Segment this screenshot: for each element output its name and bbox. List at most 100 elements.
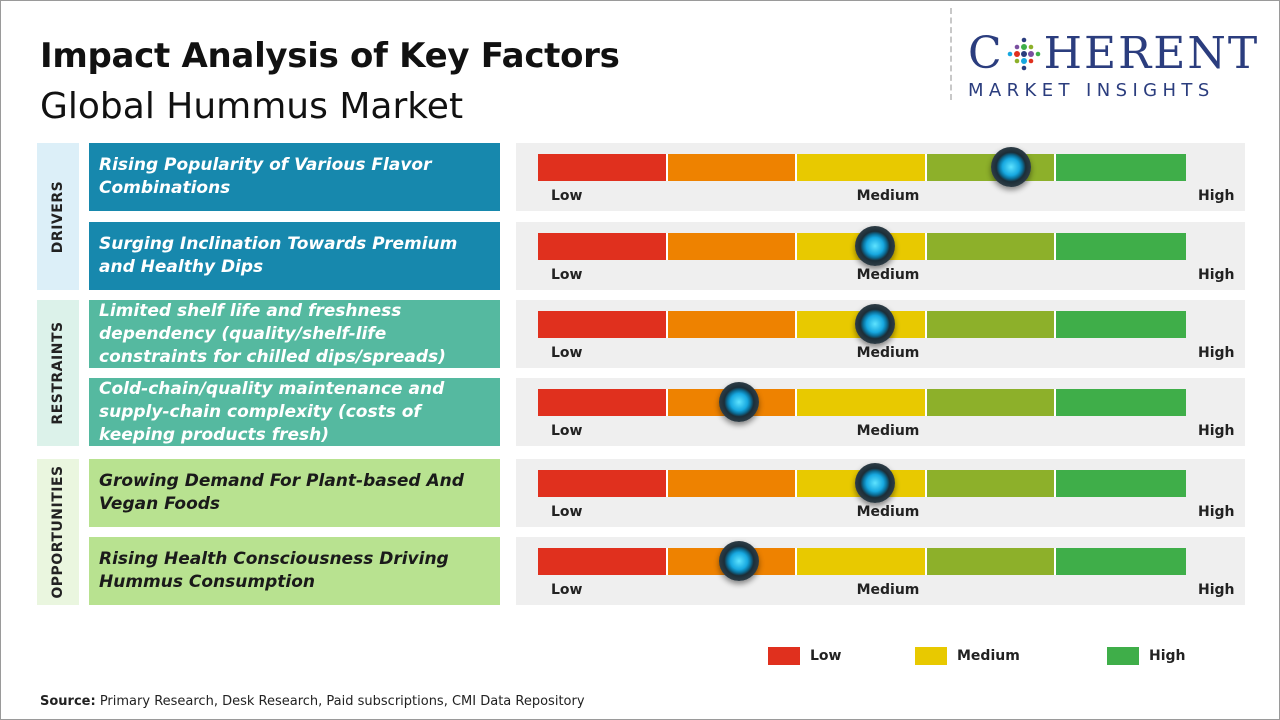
- impact-scale: Low Medium High: [516, 222, 1245, 290]
- source-text: Primary Research, Desk Research, Paid su…: [95, 694, 585, 709]
- scale-label-low: Low: [551, 345, 583, 361]
- scale-label-low: Low: [551, 267, 583, 283]
- scale-segment: [1056, 154, 1186, 181]
- impact-scale: Low Medium High: [516, 143, 1245, 211]
- factor-label: Growing Demand For Plant-based And Vegan…: [89, 459, 500, 527]
- category-label: OPPORTUNITIES: [50, 465, 66, 599]
- impact-scale: Low Medium High: [516, 537, 1245, 605]
- scale-segment: [667, 311, 798, 338]
- impact-marker: [854, 463, 895, 503]
- scale-label-medium: Medium: [856, 504, 920, 520]
- scale-segment: [926, 389, 1057, 416]
- legend-item-low: Low: [768, 647, 841, 665]
- source-label: Source:: [40, 694, 96, 709]
- source-note: Source: Primary Research, Desk Research,…: [40, 694, 585, 709]
- logo-dot: [1020, 44, 1027, 50]
- logo-dot: [1028, 44, 1033, 50]
- scale-label-medium: Medium: [856, 582, 920, 598]
- scale-segment: [538, 233, 668, 260]
- scale-bar: [538, 389, 1186, 416]
- logo-dot: [1020, 51, 1027, 57]
- scale-label-medium: Medium: [856, 423, 920, 439]
- page-title: Impact Analysis of Key Factors: [40, 36, 620, 76]
- scale-bar: [538, 548, 1186, 575]
- category-label: RESTRAINTS: [50, 321, 66, 425]
- impact-scale: Low Medium High: [516, 378, 1245, 446]
- scale-label-medium: Medium: [856, 188, 920, 204]
- logo-dot: [1035, 51, 1040, 57]
- scale-segment: [926, 548, 1057, 575]
- factor-label: Surging Inclination Towards Premium and …: [89, 222, 500, 290]
- company-logo: C HERENT MARKET INSIGHTS: [968, 30, 1268, 102]
- scale-segment: [538, 470, 668, 497]
- logo-dot: [1028, 58, 1033, 64]
- logo-dot: [1014, 44, 1019, 50]
- legend-label: Low: [810, 648, 842, 664]
- logo-dot: [1021, 37, 1026, 43]
- logo-dot: [1007, 51, 1012, 57]
- logo-text-left: C: [968, 28, 1004, 79]
- scale-segment: [1056, 233, 1186, 260]
- logo-wordmark: C HERENT: [968, 30, 1268, 78]
- impact-marker: [718, 541, 759, 581]
- category-restraints: RESTRAINTS: [37, 300, 79, 446]
- scale-segment: [797, 154, 927, 181]
- scale-segment: [538, 389, 668, 416]
- logo-dot: [1027, 51, 1034, 57]
- scale-segment: [1056, 548, 1186, 575]
- logo-dot: [1013, 51, 1020, 57]
- scale-label-high: High: [1198, 345, 1235, 361]
- logo-dots-icon: [1007, 37, 1040, 71]
- logo-divider: [950, 8, 952, 100]
- scale-label-low: Low: [551, 188, 583, 204]
- scale-bar: [538, 470, 1186, 497]
- scale-label-high: High: [1198, 504, 1235, 520]
- impact-marker: [991, 147, 1032, 187]
- category-label: DRIVERS: [50, 180, 66, 253]
- scale-segment: [926, 311, 1057, 338]
- logo-text-right: HERENT: [1043, 28, 1260, 79]
- scale-segment: [926, 233, 1057, 260]
- scale-segment: [538, 311, 668, 338]
- scale-label-medium: Medium: [856, 267, 920, 283]
- legend-swatch: [1107, 647, 1139, 665]
- scale-segment: [1056, 389, 1186, 416]
- scale-segment: [667, 233, 798, 260]
- impact-scale: Low Medium High: [516, 300, 1245, 368]
- impact-scale: Low Medium High: [516, 459, 1245, 527]
- scale-label-high: High: [1198, 423, 1235, 439]
- logo-dot: [1014, 58, 1019, 64]
- factor-label: Cold-chain/quality maintenance and suppl…: [89, 378, 500, 446]
- legend-swatch: [915, 647, 947, 665]
- scale-segment: [797, 389, 927, 416]
- scale-label-medium: Medium: [856, 345, 920, 361]
- scale-segment: [1056, 470, 1186, 497]
- scale-bar: [538, 154, 1186, 181]
- impact-marker: [854, 226, 895, 266]
- impact-marker: [718, 382, 759, 422]
- scale-segment: [538, 154, 668, 181]
- logo-dot: [1020, 58, 1027, 64]
- scale-label-low: Low: [551, 582, 583, 598]
- factor-label: Rising Health Consciousness Driving Humm…: [89, 537, 500, 605]
- scale-segment: [538, 548, 668, 575]
- scale-segment: [797, 548, 927, 575]
- logo-tagline: MARKET INSIGHTS: [968, 80, 1215, 101]
- legend-item-high: High: [1107, 647, 1186, 665]
- scale-segment: [667, 154, 798, 181]
- legend-label: High: [1149, 648, 1186, 664]
- page-subtitle: Global Hummus Market: [40, 86, 464, 127]
- factor-label: Limited shelf life and freshness depende…: [89, 300, 500, 368]
- scale-segment: [1056, 311, 1186, 338]
- legend-label: Medium: [957, 648, 1020, 664]
- scale-label-low: Low: [551, 504, 583, 520]
- scale-segment: [667, 470, 798, 497]
- scale-segment: [926, 470, 1057, 497]
- factor-label: Rising Popularity of Various Flavor Comb…: [89, 143, 500, 211]
- scale-label-high: High: [1198, 267, 1235, 283]
- scale-label-low: Low: [551, 423, 583, 439]
- scale-label-high: High: [1198, 582, 1235, 598]
- scale-label-high: High: [1198, 188, 1235, 204]
- category-drivers: DRIVERS: [37, 143, 79, 290]
- legend-item-medium: Medium: [915, 647, 1020, 665]
